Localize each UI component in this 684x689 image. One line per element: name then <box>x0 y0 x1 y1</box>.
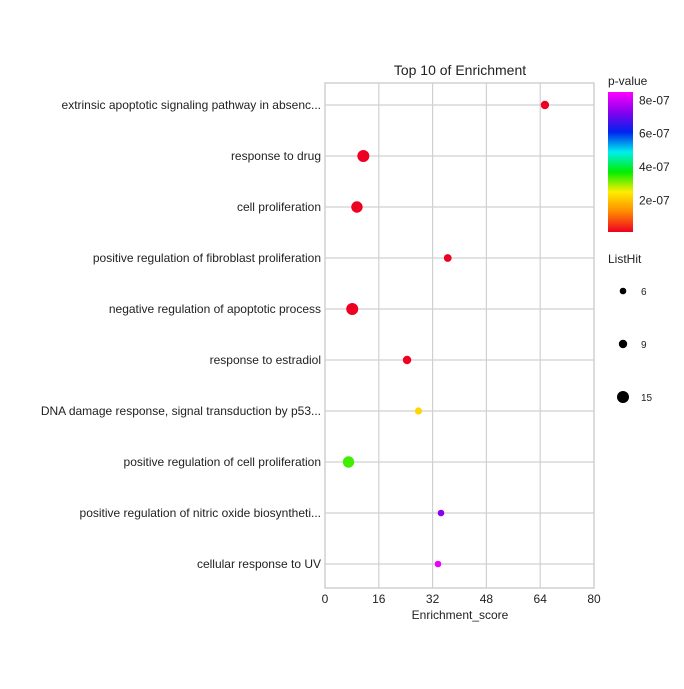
data-point <box>540 100 550 110</box>
data-point <box>437 509 445 517</box>
data-point <box>351 201 363 213</box>
y-tick-label: DNA damage response, signal transduction… <box>41 404 321 418</box>
color-bar-tick-label: 2e-07 <box>639 193 670 207</box>
size-legend-label: 9 <box>641 340 647 351</box>
grid <box>324 82 595 589</box>
size-legend-dot <box>618 339 628 349</box>
x-tick-label: 80 <box>587 592 601 606</box>
y-tick-label: response to drug <box>231 149 321 163</box>
y-tick-label: negative regulation of apoptotic process <box>109 302 321 316</box>
data-point <box>414 407 423 415</box>
data-point <box>402 355 412 365</box>
color-legend-title: p-value <box>608 74 648 88</box>
data-point <box>346 303 359 315</box>
data-point <box>342 456 355 468</box>
y-tick-label: positive regulation of fibroblast prolif… <box>93 251 321 265</box>
color-bar-tick-label: 8e-07 <box>639 93 670 107</box>
y-tick-label: cellular response to UV <box>197 557 321 571</box>
y-tick-label: cell proliferation <box>237 200 321 214</box>
data-point <box>443 254 452 262</box>
x-tick-label: 0 <box>322 592 329 606</box>
size-legend-label: 6 <box>641 287 647 298</box>
y-tick-label: positive regulation of nitric oxide bios… <box>80 506 321 520</box>
x-tick-label: 16 <box>372 592 386 606</box>
size-legend-dot <box>619 287 627 295</box>
color-bar-tick-label: 4e-07 <box>639 160 670 174</box>
x-tick-label: 64 <box>534 592 548 606</box>
plot-panel <box>324 82 595 589</box>
x-tick-label: 48 <box>480 592 494 606</box>
size-legend-title: ListHit <box>608 252 642 266</box>
color-bar <box>608 92 633 232</box>
size-legend-label: 15 <box>641 393 653 404</box>
legend: p-value 8e-07 6e-07 4e-07 2e-07 ListHit 6 9 1… <box>608 74 670 404</box>
size-legend-dot <box>617 391 629 403</box>
data-point <box>357 150 370 162</box>
x-axis-label: Enrichment_score <box>412 608 509 622</box>
y-tick-label: extrinsic apoptotic signaling pathway in… <box>62 98 321 112</box>
y-tick-label: positive regulation of cell proliferatio… <box>124 455 321 469</box>
color-bar-tick-label: 6e-07 <box>639 127 670 141</box>
x-tick-label: 32 <box>426 592 440 606</box>
chart-title: Top 10 of Enrichment <box>394 62 526 78</box>
x-tick-labels: 0 16 32 48 64 80 <box>322 592 601 606</box>
points <box>342 100 550 568</box>
data-point <box>434 560 442 568</box>
y-tick-labels: extrinsic apoptotic signaling pathway in… <box>41 98 321 571</box>
y-tick-label: response to estradiol <box>210 353 321 367</box>
